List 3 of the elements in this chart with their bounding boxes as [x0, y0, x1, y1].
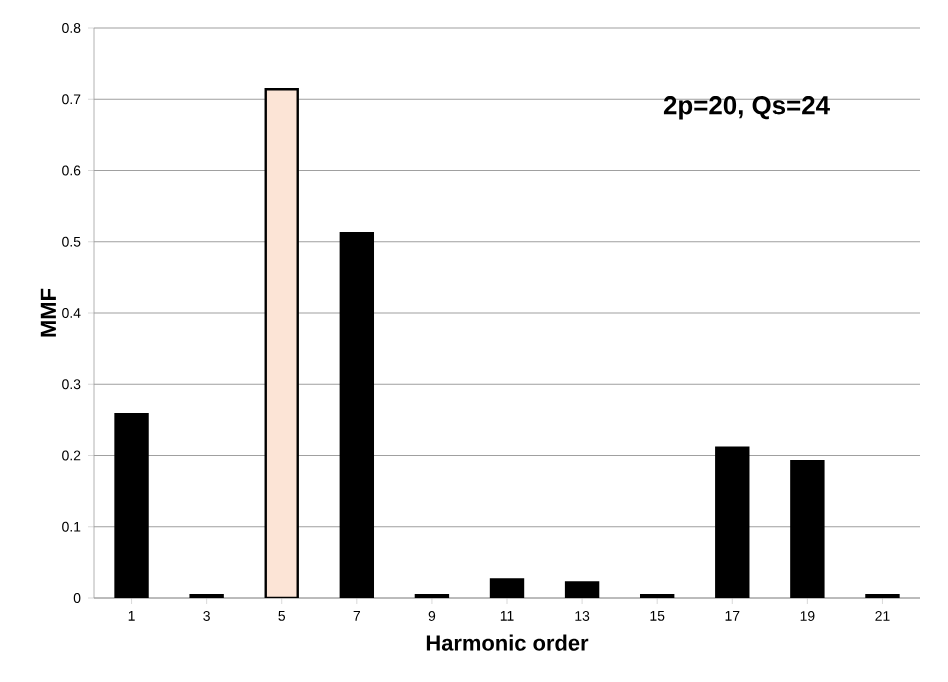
annotation: 2p=20, Qs=24 — [663, 96, 830, 120]
y-axis-title: MMF — [40, 288, 56, 337]
x-axis-title: Harmonic order — [426, 634, 589, 651]
